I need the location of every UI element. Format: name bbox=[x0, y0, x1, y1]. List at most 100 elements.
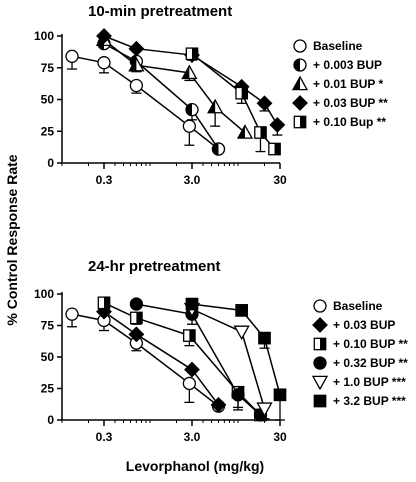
data-point bbox=[181, 64, 198, 80]
data-point bbox=[268, 142, 281, 156]
legend-marker bbox=[312, 317, 328, 333]
data-point-shape bbox=[185, 297, 199, 311]
legend-label: + 0.03 BUP bbox=[333, 318, 395, 332]
legend-marker bbox=[293, 115, 307, 129]
legend-marker bbox=[293, 58, 307, 72]
data-point bbox=[256, 402, 273, 417]
series-line bbox=[103, 311, 220, 406]
panel-10-min: 10-min pretreatment 0 25 50 75 100 0.3 3.0 30 Bas… bbox=[34, 3, 388, 187]
data-point-fill bbox=[241, 87, 248, 99]
legend-label: + 1.0 BUP *** bbox=[333, 375, 406, 389]
data-point-shape bbox=[184, 361, 200, 378]
legend-marker-shape bbox=[293, 39, 307, 53]
data-point-shape bbox=[233, 325, 250, 341]
y-tick-label: 25 bbox=[41, 382, 55, 396]
series-1 bbox=[65, 49, 226, 156]
data-point bbox=[233, 325, 250, 341]
series-line bbox=[191, 303, 281, 395]
data-point-shape bbox=[256, 95, 273, 112]
y-tick-label: 25 bbox=[41, 124, 55, 138]
data-point bbox=[236, 124, 254, 139]
data-point bbox=[97, 56, 111, 70]
legend-marker-fill bbox=[320, 338, 326, 350]
legend-label: + 0.03 BUP ** bbox=[313, 96, 388, 110]
data-point-shape bbox=[231, 388, 245, 402]
data-point bbox=[185, 103, 199, 117]
legend-marker-shape bbox=[312, 317, 328, 333]
panel-24-hr: 24-hr pretreatment 0 25 50 75 100 0.3 3.0 30 Base… bbox=[34, 258, 408, 444]
data-point bbox=[128, 40, 145, 57]
legend-label: + 3.2 BUP *** bbox=[333, 394, 406, 408]
legend-marker bbox=[313, 356, 327, 370]
legend-marker bbox=[313, 299, 327, 313]
series-3 bbox=[95, 31, 254, 139]
data-point bbox=[182, 376, 197, 391]
data-point bbox=[210, 396, 227, 413]
series-4 bbox=[96, 28, 286, 136]
data-point bbox=[130, 311, 143, 325]
panel-title: 10-min pretreatment bbox=[88, 3, 232, 20]
y-tick-label: 50 bbox=[41, 350, 55, 364]
data-point-shape bbox=[256, 402, 273, 417]
data-point bbox=[97, 296, 111, 310]
data-point-shape bbox=[97, 56, 111, 70]
y-tick-label: 100 bbox=[34, 287, 54, 301]
series-line bbox=[71, 313, 219, 407]
legend-marker-shape bbox=[313, 356, 327, 370]
data-point bbox=[96, 28, 112, 44]
data-point bbox=[184, 361, 200, 378]
series-line bbox=[71, 55, 219, 150]
data-point bbox=[128, 56, 145, 72]
data-point-fill bbox=[191, 48, 198, 60]
series-6 bbox=[185, 297, 287, 421]
legend-marker-shape bbox=[313, 394, 327, 408]
data-point bbox=[65, 49, 79, 63]
data-point-shape bbox=[129, 297, 144, 311]
legend-marker bbox=[311, 375, 329, 391]
legend: Baseline + 0.003 BUP + 0.01 BUP * + 0.03 BU… bbox=[291, 39, 388, 129]
legend-marker bbox=[291, 75, 309, 91]
data-point-shape bbox=[235, 304, 249, 317]
legend-marker-fill bbox=[293, 77, 300, 90]
data-point bbox=[65, 307, 79, 321]
data-point-shape bbox=[128, 40, 145, 57]
legend: Baseline + 0.03 BUP + 0.10 BUP ** + 0.32 BU… bbox=[311, 299, 408, 408]
x-tick-label: 0.3 bbox=[96, 173, 113, 187]
y-tick-label: 0 bbox=[47, 413, 54, 427]
x-tick-label: 3.0 bbox=[184, 430, 201, 444]
x-tick-label: 0.3 bbox=[96, 430, 113, 444]
data-point bbox=[235, 304, 249, 317]
data-point-shape bbox=[182, 119, 197, 133]
data-point-shape bbox=[128, 326, 145, 343]
data-point-fill bbox=[103, 297, 110, 309]
series-5 bbox=[183, 302, 273, 420]
legend-marker-shape bbox=[292, 95, 308, 111]
data-point-fill bbox=[189, 329, 196, 342]
data-point-fill bbox=[129, 58, 137, 71]
series-line bbox=[103, 42, 220, 150]
x-axis-label: Levorphanol (mg/kg) bbox=[126, 458, 264, 474]
data-point-shape bbox=[65, 307, 79, 321]
legend-label: + 0.003 BUP bbox=[313, 58, 382, 72]
data-point bbox=[129, 78, 144, 93]
data-point bbox=[258, 331, 271, 345]
data-point bbox=[269, 116, 286, 133]
series-line bbox=[136, 303, 261, 416]
series-5 bbox=[185, 47, 281, 156]
data-point bbox=[185, 297, 199, 311]
data-point bbox=[207, 98, 224, 114]
legend-label: + 0.10 Bup ** bbox=[313, 115, 386, 129]
panel-title: 24-hr pretreatment bbox=[88, 258, 221, 275]
legend-marker bbox=[292, 95, 308, 111]
data-point-shape bbox=[129, 78, 144, 93]
y-tick-label: 100 bbox=[34, 29, 54, 43]
legend-marker-shape bbox=[311, 375, 329, 391]
data-point bbox=[128, 326, 145, 343]
y-tick-label: 0 bbox=[47, 156, 54, 170]
data-point-fill bbox=[274, 143, 281, 155]
data-point-shape bbox=[65, 49, 79, 63]
data-point-shape bbox=[182, 376, 197, 391]
data-point bbox=[231, 388, 245, 402]
data-point bbox=[129, 297, 144, 311]
x-tick-label: 3.0 bbox=[184, 173, 201, 187]
